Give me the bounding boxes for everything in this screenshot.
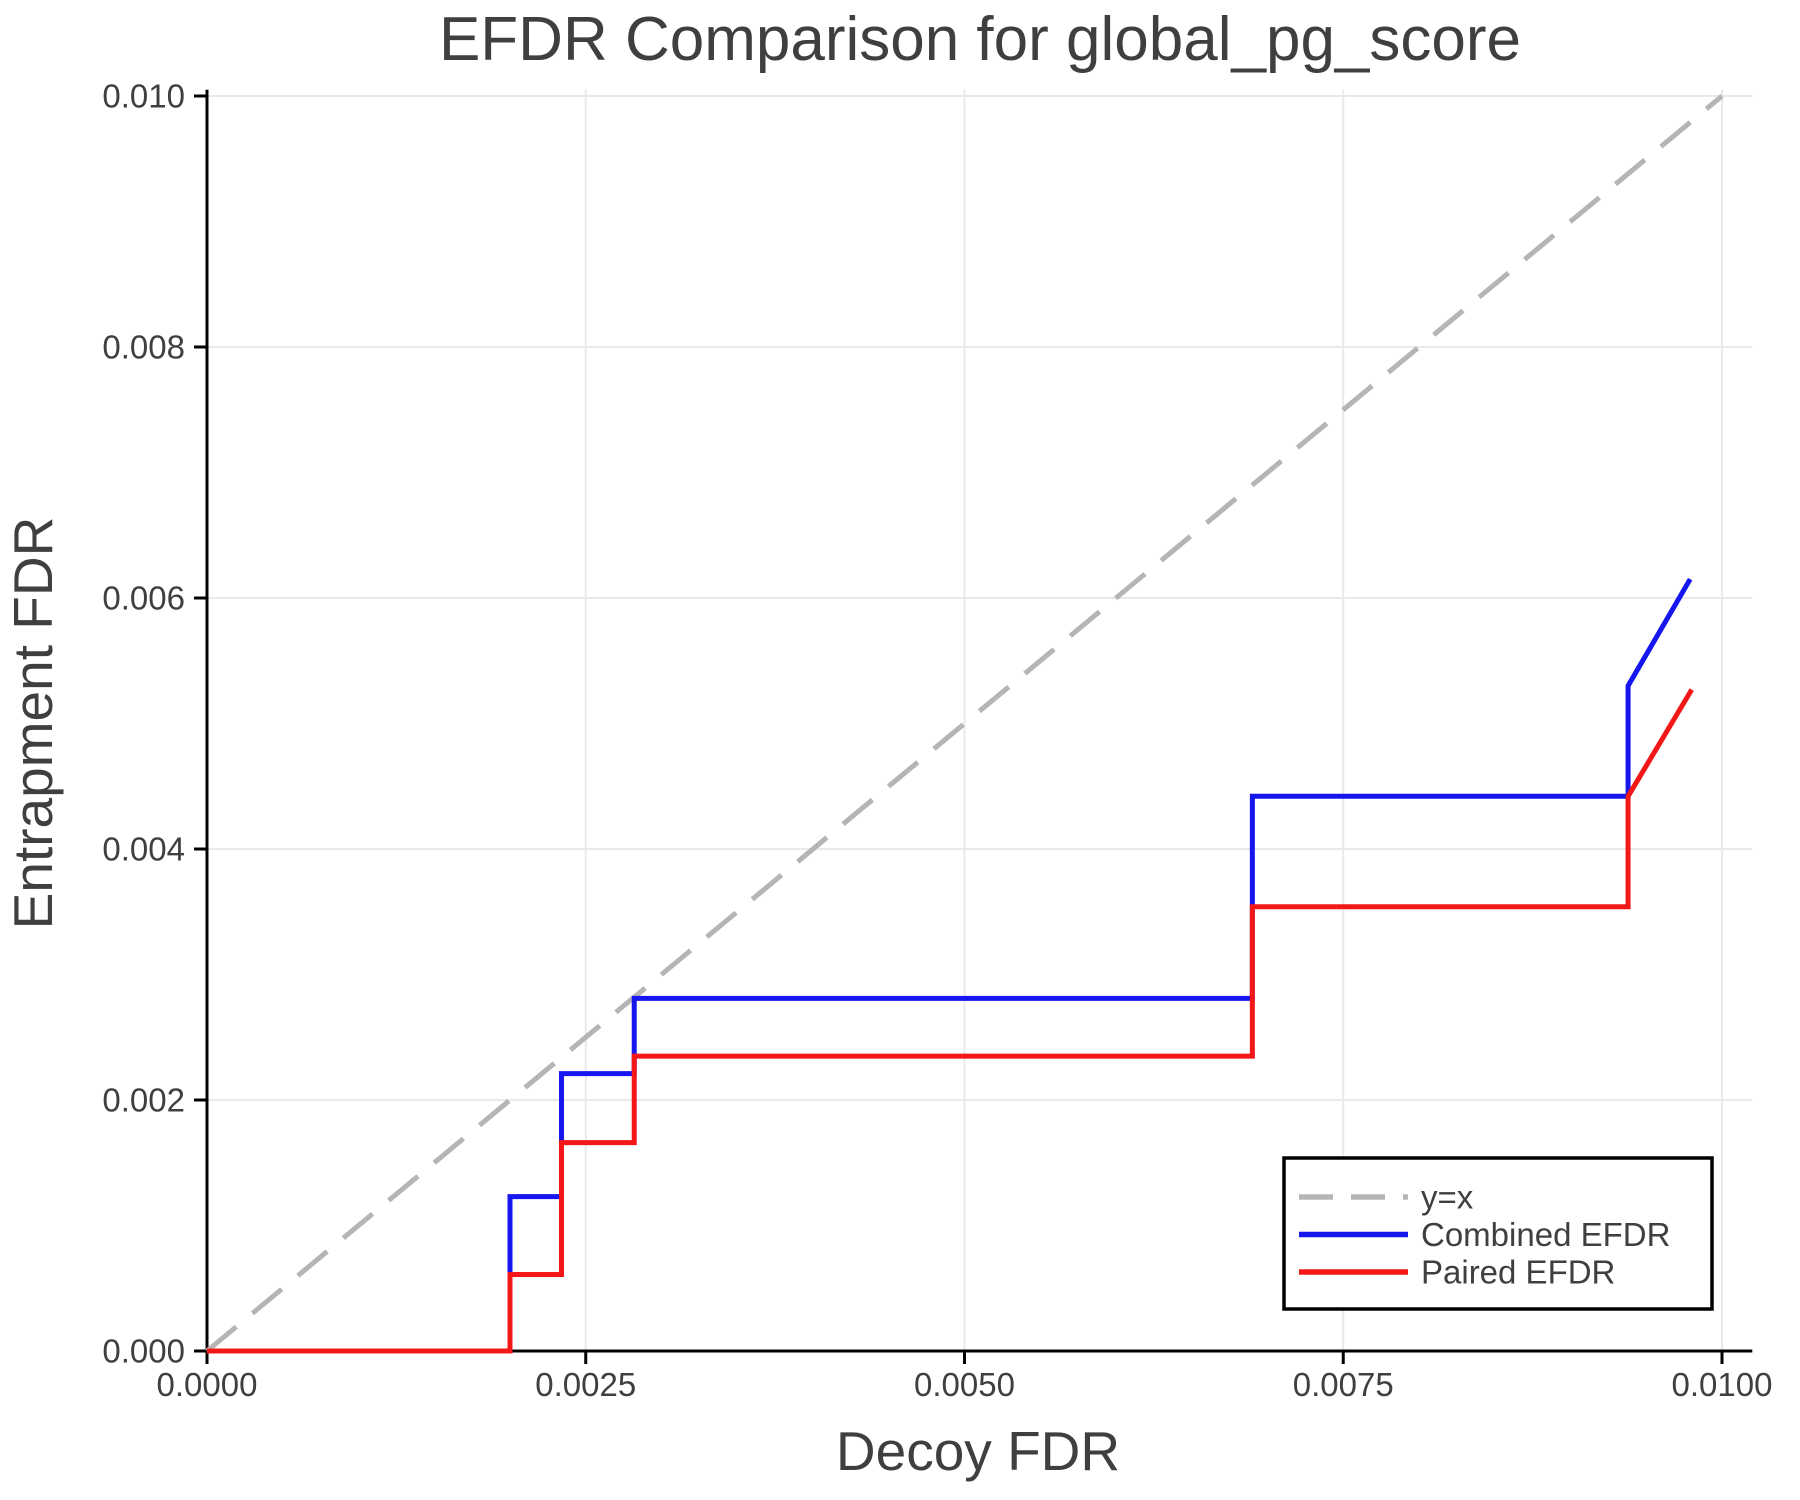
tick-labels: 0.0000 0.0025 0.0050 0.0075 0.0100 0.000 0.002… xyxy=(102,78,1772,1404)
legend-label-combined-efdr: Combined EFDR xyxy=(1421,1216,1670,1253)
x-tick-label: 0.0100 xyxy=(1672,1366,1773,1403)
y-tick-label: 0.000 xyxy=(102,1333,185,1370)
y-tick-label: 0.010 xyxy=(102,78,185,115)
y-tick-label: 0.008 xyxy=(102,329,185,366)
y-axis-label: Entrapment FDR xyxy=(2,517,64,930)
legend-label-y-x: y=x xyxy=(1421,1179,1474,1216)
x-tick-label: 0.0050 xyxy=(914,1366,1015,1403)
x-tick-label: 0.0025 xyxy=(535,1366,636,1403)
legend-label-paired-efdr: Paired EFDR xyxy=(1421,1254,1615,1291)
y-tick-label: 0.002 xyxy=(102,1082,185,1119)
x-tick-label: 0.0000 xyxy=(157,1366,258,1403)
series-line-y-x xyxy=(205,94,1724,1353)
x-tick-label: 0.0075 xyxy=(1293,1366,1394,1403)
chart-title: EFDR Comparison for global_pg_score xyxy=(439,5,1521,74)
y-tick-label: 0.006 xyxy=(102,580,185,617)
series-lines xyxy=(205,94,1724,1354)
series-line-combined-efdr xyxy=(207,577,1693,1354)
x-axis-label: Decoy FDR xyxy=(836,1420,1120,1482)
series-line-paired-efdr xyxy=(207,688,1694,1354)
y-tick-label: 0.004 xyxy=(102,831,185,868)
